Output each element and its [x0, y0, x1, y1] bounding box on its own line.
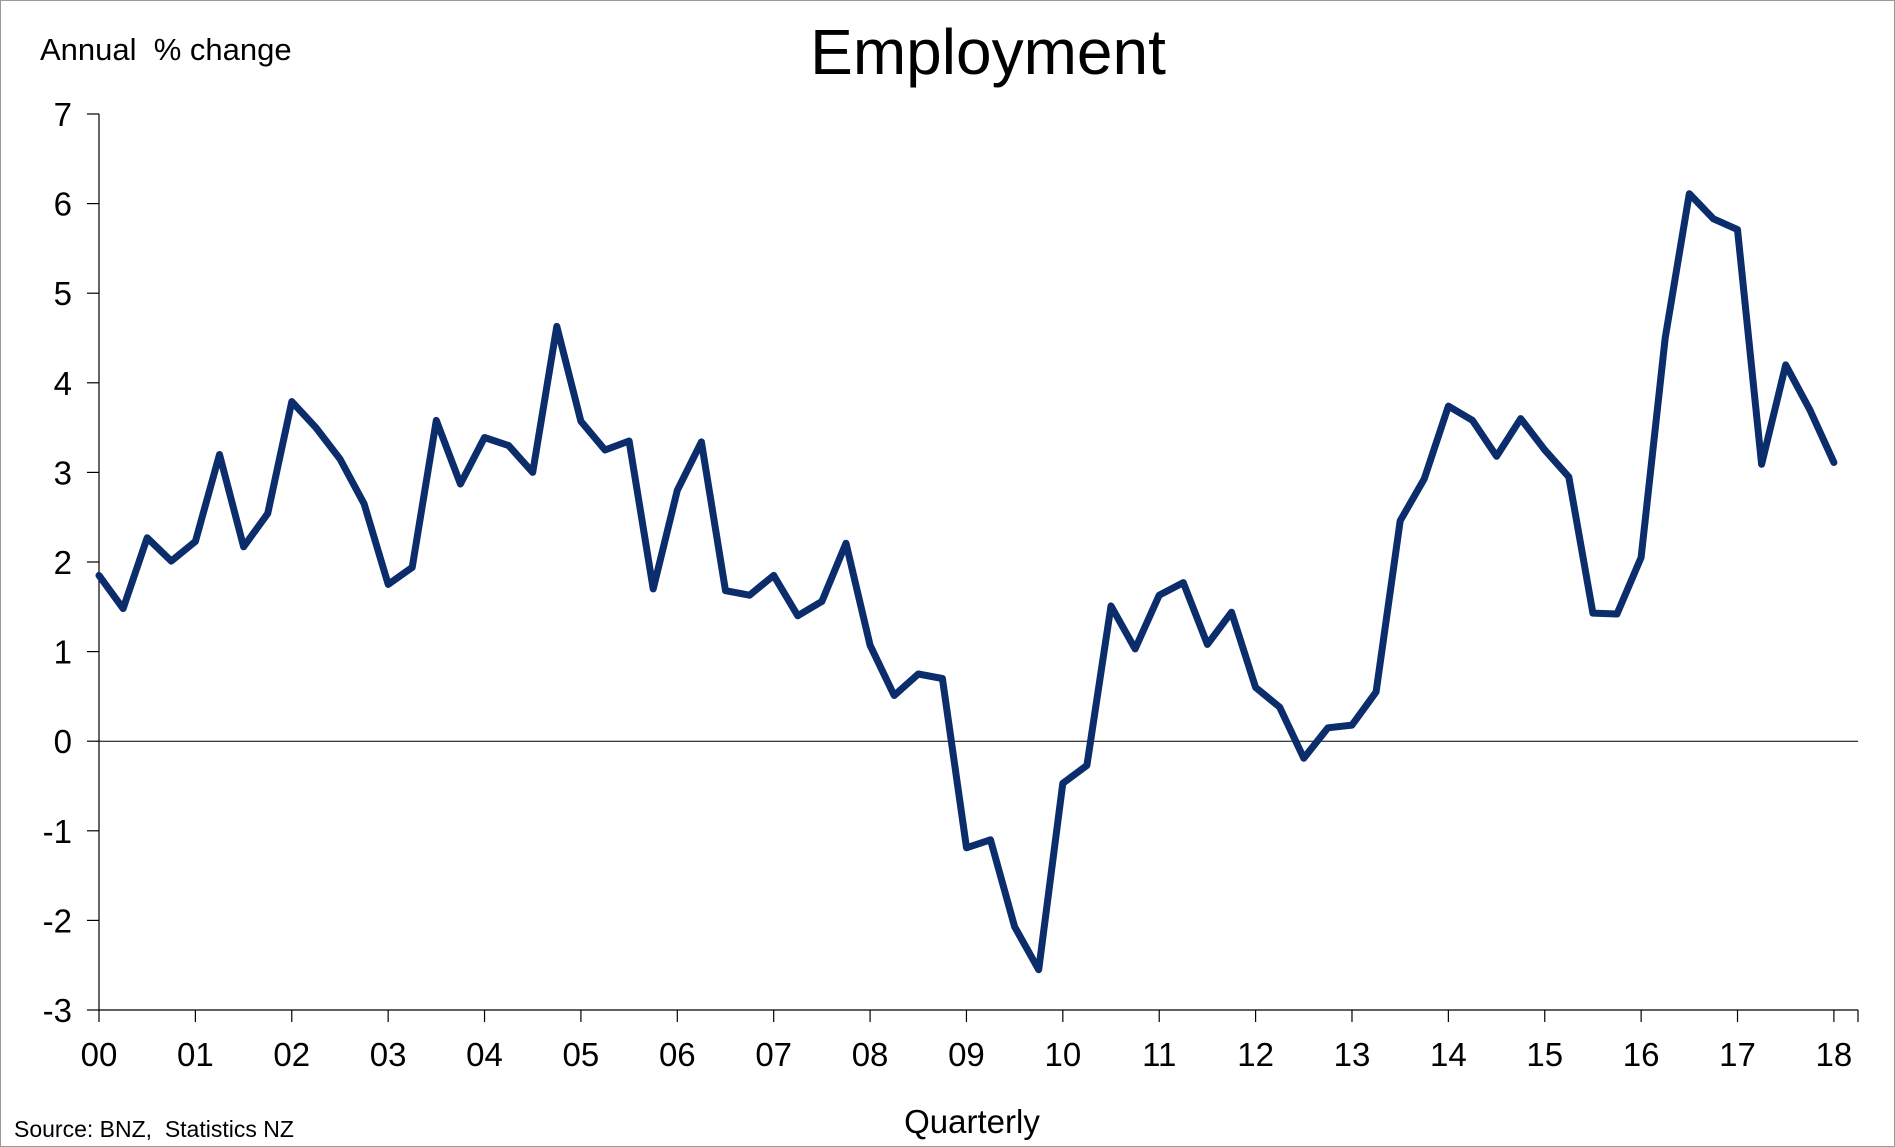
y-tick-label: -3	[43, 992, 72, 1029]
x-tick-label: 09	[948, 1036, 985, 1073]
x-tick-label: 18	[1816, 1036, 1853, 1073]
series-layer	[95, 190, 1838, 974]
x-tick-label: 02	[273, 1036, 310, 1073]
y-tick-label: 2	[54, 544, 72, 581]
x-axis-label: Quarterly	[904, 1103, 1040, 1140]
x-tick-label: 01	[177, 1036, 214, 1073]
y-tick-label: 1	[54, 634, 72, 671]
x-tick-label: 15	[1526, 1036, 1563, 1073]
y-tick-label: 5	[54, 275, 72, 312]
x-tick-label: 13	[1334, 1036, 1371, 1073]
x-tick-label: 00	[81, 1036, 118, 1073]
y-tick-label: 0	[54, 723, 72, 760]
x-tick-label: 16	[1623, 1036, 1660, 1073]
y-tick-label: 3	[54, 454, 72, 491]
y-tick-label: 4	[54, 365, 72, 402]
chart-title: Employment	[810, 16, 1166, 88]
x-tick-label: 14	[1430, 1036, 1467, 1073]
x-tick-label: 12	[1237, 1036, 1274, 1073]
x-tick-label: 17	[1719, 1036, 1756, 1073]
x-tick-label: 04	[466, 1036, 503, 1073]
y-axis-label: Annual % change	[40, 32, 292, 67]
source-note: Source: BNZ, Statistics NZ	[14, 1116, 294, 1142]
x-tick-label: 05	[563, 1036, 600, 1073]
y-tick-label: 6	[54, 186, 72, 223]
x-tick-label: 06	[659, 1036, 696, 1073]
x-tick-label: 10	[1044, 1036, 1081, 1073]
series-line-employment	[95, 190, 1838, 974]
x-tick-label: 03	[370, 1036, 407, 1073]
x-tick-label: 08	[852, 1036, 889, 1073]
y-tick-label: -1	[43, 813, 72, 850]
y-tick-label: -2	[43, 902, 72, 939]
x-tick-label: 11	[1142, 1036, 1176, 1073]
x-tick-label: 07	[755, 1036, 792, 1073]
y-tick-label: 7	[54, 96, 72, 133]
